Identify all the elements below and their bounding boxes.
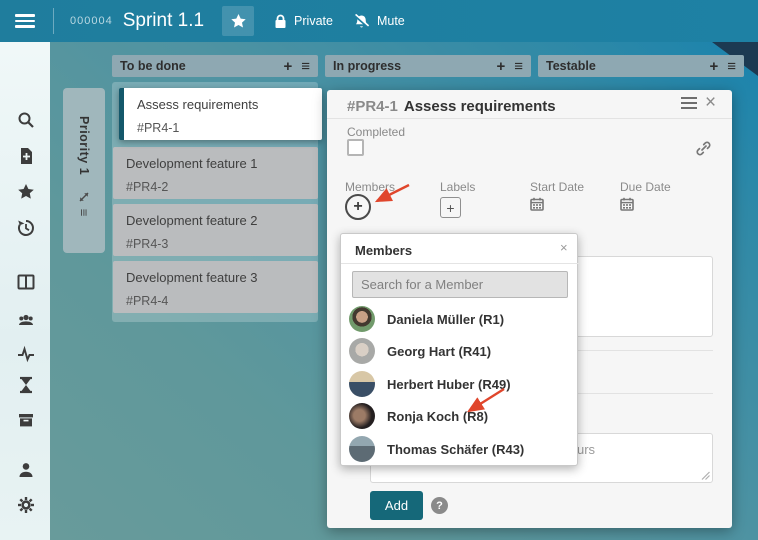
menu-icon[interactable] (15, 14, 35, 28)
time-tracking-icon[interactable] (17, 376, 35, 394)
modal-title: #PR4-1 Assess requirements (347, 98, 556, 115)
star-icon[interactable] (17, 183, 35, 201)
add-label-button[interactable]: + (440, 197, 461, 218)
member-row-thomas[interactable]: Thomas Schäfer (R43) (349, 434, 571, 464)
column-header-to-be-done[interactable]: To be done + ≡ (112, 55, 318, 77)
card-id: #PR4-4 (126, 294, 169, 308)
top-bar: 000004 Sprint 1.1 Private Mute (0, 0, 758, 42)
search-icon[interactable] (17, 111, 35, 129)
lock-icon (275, 14, 286, 28)
modal-menu-icon[interactable] (679, 96, 699, 110)
card-pr4-3[interactable]: Development feature 2 #PR4-3 (113, 204, 318, 256)
link-icon[interactable] (695, 140, 712, 157)
swimlane-priority-1[interactable]: Priority 1 ≡ (63, 88, 105, 253)
avatar (349, 436, 375, 462)
swimlane-label: Priority 1 (77, 116, 91, 176)
collapse-icon[interactable] (78, 191, 90, 203)
popup-close-icon[interactable]: × (560, 240, 568, 255)
avatar (349, 338, 375, 364)
visibility-label: Private (294, 14, 333, 28)
start-date-calendar-icon[interactable] (530, 197, 544, 211)
archive-icon[interactable] (17, 411, 35, 429)
card-title: Development feature 2 (126, 213, 258, 228)
drag-handle-icon[interactable]: ≡ (76, 208, 92, 217)
activity-icon[interactable] (17, 345, 35, 363)
column-header-testable[interactable]: Testable + ≡ (538, 55, 744, 77)
mute-toggle[interactable]: Mute (353, 13, 405, 29)
resize-handle-icon[interactable] (701, 471, 710, 480)
card-pr4-2[interactable]: Development feature 1 #PR4-2 (113, 147, 318, 199)
left-sidebar (0, 42, 50, 540)
project-number: 000004 (70, 15, 113, 27)
due-date-field-label: Due Date (620, 180, 671, 194)
divider (327, 118, 732, 119)
star-icon (230, 13, 246, 27)
board-icon[interactable] (17, 273, 35, 291)
avatar (349, 371, 375, 397)
add-card-icon[interactable]: + (283, 57, 293, 75)
column-title: To be done (120, 59, 186, 73)
add-button[interactable]: Add (370, 491, 423, 520)
card-title: Assess requirements (137, 97, 259, 112)
add-note-icon[interactable] (17, 147, 35, 165)
popup-title: Members (355, 243, 413, 258)
card-title: Development feature 3 (126, 270, 258, 285)
members-popup: Members × Daniela Müller (R1) Georg Hart… (340, 233, 579, 466)
card-title: Development feature 1 (126, 156, 258, 171)
member-row-herbert[interactable]: Herbert Huber (R49) (349, 369, 571, 399)
avatar (349, 306, 375, 332)
column-title: In progress (333, 59, 402, 73)
comment-placeholder: urs (577, 442, 596, 457)
member-name: Thomas Schäfer (R43) (387, 441, 525, 457)
history-icon[interactable] (17, 219, 35, 237)
labels-field-label: Labels (440, 180, 476, 194)
member-row-georg[interactable]: Georg Hart (R41) (349, 336, 571, 366)
member-name: Ronja Koch (R8) (387, 408, 489, 424)
card-id: #PR4-1 (137, 121, 180, 135)
favorite-button[interactable] (222, 6, 255, 36)
settings-icon[interactable] (17, 496, 35, 514)
column-title: Testable (546, 59, 596, 73)
modal-card-name: Assess requirements (403, 98, 556, 115)
add-card-icon[interactable]: + (709, 57, 719, 75)
column-menu-icon[interactable]: ≡ (727, 57, 736, 75)
project-title: Sprint 1.1 (122, 10, 205, 31)
member-search-input[interactable] (352, 271, 568, 298)
column-header-in-progress[interactable]: In progress + ≡ (325, 55, 531, 77)
member-name: Daniela Müller (R1) (387, 311, 505, 327)
member-row-daniela[interactable]: Daniela Müller (R1) (349, 304, 571, 334)
visibility-badge[interactable]: Private (274, 14, 333, 29)
card-pr4-1[interactable]: Assess requirements #PR4-1 (119, 88, 322, 140)
divider (53, 8, 54, 34)
completed-label: Completed (347, 125, 406, 139)
due-date-calendar-icon[interactable] (620, 197, 634, 211)
start-date-field-label: Start Date (530, 180, 585, 194)
card-pr4-4[interactable]: Development feature 3 #PR4-4 (113, 261, 318, 313)
column-menu-icon[interactable]: ≡ (301, 57, 310, 75)
members-icon[interactable] (17, 311, 35, 329)
add-card-icon[interactable]: + (496, 57, 506, 75)
user-icon[interactable] (17, 461, 35, 479)
card-id: #PR4-2 (126, 180, 169, 194)
completed-checkbox[interactable] (347, 139, 364, 156)
modal-card-id: #PR4-1 (347, 98, 398, 115)
member-name: Georg Hart (R41) (387, 343, 492, 359)
bell-slash-icon (353, 13, 370, 27)
column-menu-icon[interactable]: ≡ (514, 57, 523, 75)
members-field-label: Members (345, 180, 396, 194)
add-member-button[interactable]: + (345, 194, 371, 220)
avatar (349, 403, 375, 429)
divider (341, 263, 579, 264)
modal-close-icon[interactable]: × (705, 92, 717, 113)
member-row-ronja[interactable]: Ronja Koch (R8) (349, 401, 571, 431)
card-id: #PR4-3 (126, 237, 169, 251)
help-icon[interactable]: ? (431, 497, 448, 514)
member-name: Herbert Huber (R49) (387, 376, 511, 392)
mute-label: Mute (376, 14, 405, 28)
